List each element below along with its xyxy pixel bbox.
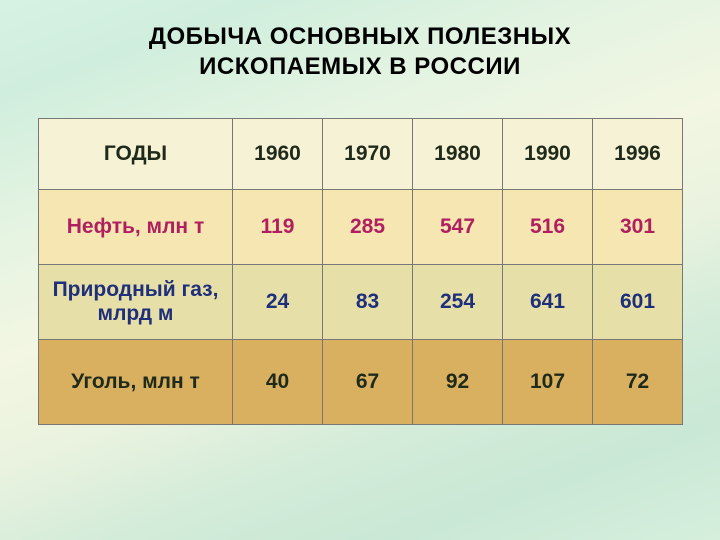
cell-coal-1996: 72	[593, 340, 683, 425]
table-row-gas: Природный газ, млрд м 24 83 254 641 601	[39, 265, 683, 340]
cell-oil-1960: 119	[233, 190, 323, 265]
header-label-cell: ГОДЫ	[39, 119, 233, 190]
minerals-table: ГОДЫ 1960 1970 1980 1990 1996 Нефть, млн…	[38, 118, 683, 425]
header-year-cell: 1970	[323, 119, 413, 190]
cell-coal-1960: 40	[233, 340, 323, 425]
header-year-cell: 1996	[593, 119, 683, 190]
cell-gas-1980: 254	[413, 265, 503, 340]
row-label-oil: Нефть, млн т	[39, 190, 233, 265]
table-container: ГОДЫ 1960 1970 1980 1990 1996 Нефть, млн…	[0, 100, 720, 425]
cell-coal-1990: 107	[503, 340, 593, 425]
cell-coal-1980: 92	[413, 340, 503, 425]
page-title-line2: ИСКОПАЕМЫХ В РОССИИ	[199, 53, 521, 80]
cell-gas-1970: 83	[323, 265, 413, 340]
cell-oil-1980: 547	[413, 190, 503, 265]
cell-oil-1996: 301	[593, 190, 683, 265]
page-title: ДОБЫЧА ОСНОВНЫХ ПОЛЕЗНЫХ ИСКОПАЕМЫХ В РО…	[0, 22, 720, 82]
table-row-oil: Нефть, млн т 119 285 547 516 301	[39, 190, 683, 265]
page-title-wrap: ДОБЫЧА ОСНОВНЫХ ПОЛЕЗНЫХ ИСКОПАЕМЫХ В РО…	[0, 0, 720, 100]
cell-gas-1990: 641	[503, 265, 593, 340]
header-year-cell: 1960	[233, 119, 323, 190]
page-title-line1: ДОБЫЧА ОСНОВНЫХ ПОЛЕЗНЫХ	[149, 23, 571, 50]
row-label-coal: Уголь, млн т	[39, 340, 233, 425]
cell-oil-1970: 285	[323, 190, 413, 265]
cell-gas-1996: 601	[593, 265, 683, 340]
cell-gas-1960: 24	[233, 265, 323, 340]
table-row-coal: Уголь, млн т 40 67 92 107 72	[39, 340, 683, 425]
row-label-gas: Природный газ, млрд м	[39, 265, 233, 340]
cell-coal-1970: 67	[323, 340, 413, 425]
cell-oil-1990: 516	[503, 190, 593, 265]
header-year-cell: 1990	[503, 119, 593, 190]
header-year-cell: 1980	[413, 119, 503, 190]
table-header-row: ГОДЫ 1960 1970 1980 1990 1996	[39, 119, 683, 190]
